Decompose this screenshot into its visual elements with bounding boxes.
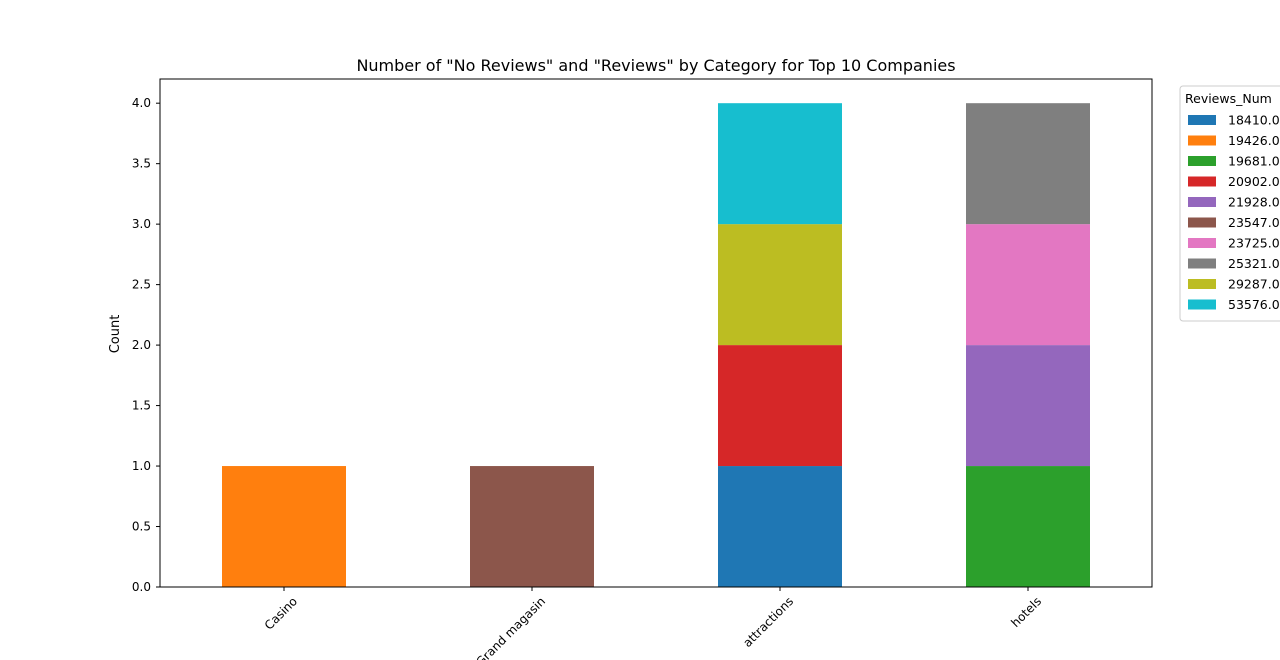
- x-tick-label: attractions: [740, 594, 796, 650]
- bar-segment: [966, 345, 1090, 467]
- y-tick-label: 1.5: [132, 399, 151, 413]
- y-tick-label: 3.5: [132, 157, 151, 171]
- y-axis: 0.0 0.5 1.0 1.5 2.0 2.5 3.0 3.5 4.0: [132, 96, 160, 594]
- legend-swatch: [1188, 238, 1216, 248]
- legend-swatch: [1188, 176, 1216, 187]
- plot-area-frame: [159, 78, 1153, 588]
- legend: Reviews_Num 18410.0 19426.0 19681.0 20902.0…: [1179, 85, 1280, 322]
- bar-segment: [966, 103, 1090, 225]
- y-tick-label: 2.5: [132, 278, 151, 292]
- legend-swatch: [1188, 279, 1216, 289]
- bar-segment: [718, 224, 842, 346]
- legend-label: 53576.0: [1228, 297, 1280, 312]
- y-tick-label: 0.0: [132, 580, 151, 594]
- legend-swatch: [1188, 115, 1216, 125]
- legend-label: 23725.0: [1228, 236, 1280, 251]
- y-tick-label: 2.0: [132, 338, 151, 352]
- legend-label: 19681.0: [1228, 154, 1280, 169]
- bar-segment: [966, 466, 1090, 587]
- bar-segment: [718, 345, 842, 467]
- x-axis: Casino Grand magasin attractions hotels: [262, 587, 1044, 660]
- legend-label: 20902.0: [1228, 174, 1280, 189]
- y-axis-label: Count: [108, 315, 123, 354]
- bar-segment: [966, 224, 1090, 346]
- x-tick-label: Grand magasin: [473, 594, 548, 660]
- bar-segment: [470, 466, 594, 587]
- legend-label: 19426.0: [1228, 133, 1280, 148]
- legend-swatch: [1188, 258, 1216, 269]
- y-tick-label: 3.0: [132, 217, 151, 231]
- legend-label: 18410.0: [1228, 113, 1280, 128]
- legend-label: 29287.0: [1228, 277, 1280, 292]
- legend-items: 18410.0 19426.0 19681.0 20902.0 21928.0 23547…: [1188, 113, 1280, 312]
- legend-title: Reviews_Num: [1185, 91, 1272, 106]
- y-tick-label: 4.0: [132, 96, 151, 110]
- legend-swatch: [1188, 156, 1216, 166]
- bar-segment: [222, 466, 346, 587]
- bar-segment: [718, 466, 842, 587]
- bars-layer: [222, 103, 1090, 587]
- legend-label: 21928.0: [1228, 195, 1280, 210]
- y-tick-label: 1.0: [132, 459, 151, 473]
- legend-swatch: [1188, 299, 1216, 310]
- chart-title: Number of "No Reviews" and "Reviews" by …: [356, 56, 955, 75]
- x-tick-label: Casino: [262, 594, 300, 632]
- legend-label: 23547.0: [1228, 215, 1280, 230]
- y-tick-label: 0.5: [132, 520, 151, 534]
- legend-swatch: [1188, 217, 1216, 228]
- x-tick-label: hotels: [1008, 594, 1044, 630]
- bar-segment: [718, 103, 842, 225]
- legend-label: 25321.0: [1228, 256, 1280, 271]
- legend-swatch: [1188, 197, 1216, 207]
- legend-swatch: [1188, 135, 1216, 146]
